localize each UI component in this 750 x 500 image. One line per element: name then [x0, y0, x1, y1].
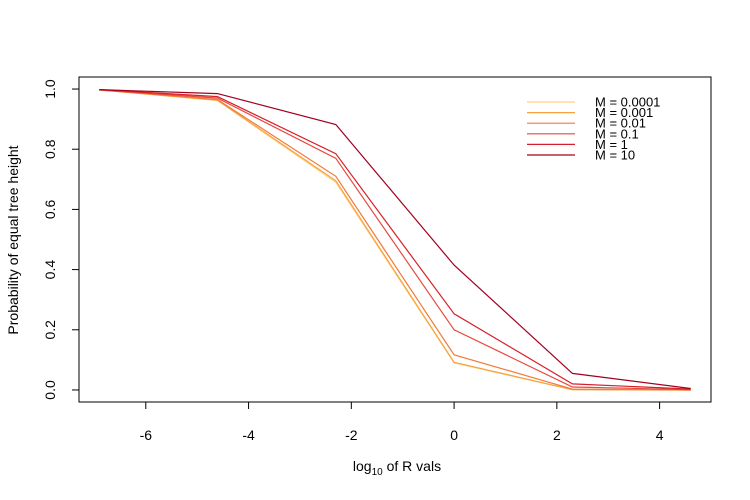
- x-tick-label: 4: [656, 427, 664, 443]
- series-line: [99, 89, 691, 391]
- plot-frame: [78, 76, 712, 403]
- legend-label: M = 0.0001: [595, 95, 660, 110]
- series-line: [99, 89, 691, 390]
- legend-label: M = 10: [595, 148, 635, 163]
- y-axis-title: Probability of equal tree height: [5, 145, 21, 334]
- y-tick-label: 0.0: [42, 380, 58, 400]
- legend-label: M = 0.01: [595, 116, 646, 131]
- y-tick-label: 0.8: [42, 139, 58, 159]
- x-tick-label: -2: [345, 427, 358, 443]
- x-tick-label: -6: [140, 427, 153, 443]
- y-tick-label: 0.4: [42, 260, 58, 280]
- x-axis: -6 -4 -2 0 2 4: [140, 402, 664, 443]
- legend-label: M = 0.001: [595, 105, 653, 120]
- y-axis: 0.0 0.2 0.4 0.6 0.8 1.0: [42, 79, 79, 400]
- series-line: [99, 89, 691, 391]
- y-tick-label: 1.0: [42, 79, 58, 99]
- y-tick-label: 0.2: [42, 320, 58, 340]
- x-axis-title-subscript: 10: [372, 467, 384, 478]
- series-lines: [99, 89, 691, 391]
- legend-label: M = 1: [595, 137, 628, 152]
- series-line: [99, 89, 691, 390]
- x-tick-label: 0: [450, 427, 458, 443]
- legend-label: M = 0.1: [595, 126, 639, 141]
- x-tick-label: 2: [553, 427, 561, 443]
- x-axis-title: log10 of R vals: [353, 458, 441, 478]
- y-tick-label: 0.6: [42, 199, 58, 219]
- x-tick-label: -4: [242, 427, 255, 443]
